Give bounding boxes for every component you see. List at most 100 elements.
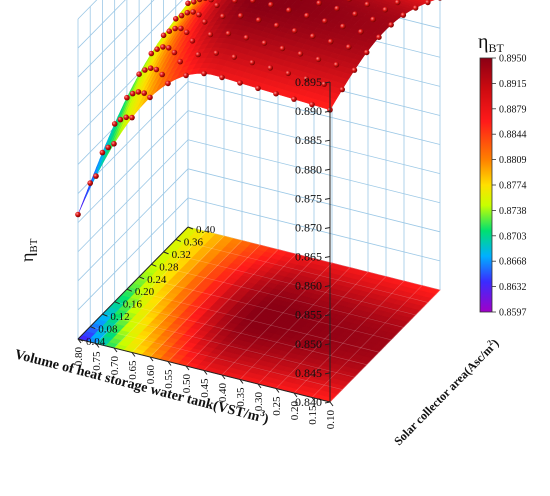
data-point xyxy=(105,144,111,151)
data-point xyxy=(309,101,315,108)
data-point xyxy=(299,0,303,1)
y-axis-line xyxy=(77,226,189,340)
y-tick-label: 0.28 xyxy=(159,261,179,273)
data-point xyxy=(303,75,310,82)
y-tick xyxy=(126,288,133,292)
y-tick-label: 0.40 xyxy=(196,224,216,236)
data-point xyxy=(370,16,376,23)
data-point xyxy=(165,80,171,87)
data-point xyxy=(339,86,346,93)
x-tick-label: 0.45 xyxy=(199,378,211,398)
z-tick-label: 0.880 xyxy=(295,162,322,176)
data-point xyxy=(231,54,237,60)
floor-grid-line xyxy=(221,262,333,376)
data-point xyxy=(190,9,196,15)
data-point xyxy=(232,0,238,4)
data-point xyxy=(315,56,322,63)
x-tick xyxy=(275,388,280,393)
colorbar-tick-label: 0.8844 xyxy=(499,130,527,141)
x-tick xyxy=(203,370,208,375)
colorbar-tick-label: 0.8915 xyxy=(499,79,527,90)
floor-grid-line xyxy=(167,249,279,362)
floor-grid-line xyxy=(90,326,343,390)
y-tick xyxy=(187,226,194,230)
data-point xyxy=(148,50,155,57)
z-tick xyxy=(324,139,331,142)
x-tick xyxy=(95,343,100,348)
data-point xyxy=(141,90,147,96)
z-tick-label: 0.875 xyxy=(295,191,322,205)
colorbar-tick-label: 0.8738 xyxy=(499,206,527,217)
z-tick-label: 0.895 xyxy=(295,75,322,89)
data-point xyxy=(219,74,225,81)
floor-grid-line xyxy=(149,244,261,358)
y-tick xyxy=(138,276,145,280)
floor-grid-line xyxy=(114,301,367,365)
grid-line xyxy=(77,0,183,107)
data-point xyxy=(255,85,261,92)
y-tick xyxy=(90,326,96,330)
grid-line xyxy=(77,197,189,311)
data-point xyxy=(249,59,255,66)
z-axis-label: ηBT xyxy=(17,238,40,262)
data-point xyxy=(87,180,93,186)
data-point xyxy=(203,0,208,1)
data-point xyxy=(117,116,124,123)
x-tick xyxy=(293,392,298,398)
floor-grid-line xyxy=(293,280,405,394)
colorbar-tick-label: 0.8774 xyxy=(499,181,527,192)
data-point xyxy=(160,44,166,50)
grid-line xyxy=(77,0,126,49)
z-tick xyxy=(324,372,331,375)
data-point xyxy=(142,67,148,73)
data-point xyxy=(225,30,232,37)
data-point xyxy=(261,40,268,46)
y-tick xyxy=(114,301,120,305)
y-tick xyxy=(151,263,157,267)
data-point xyxy=(93,173,99,179)
grid-line xyxy=(77,168,189,282)
grid-line xyxy=(77,0,98,20)
data-point xyxy=(124,94,130,101)
z-tick xyxy=(324,226,331,229)
data-point xyxy=(297,51,304,57)
y-tick xyxy=(175,238,181,242)
z-tick-label: 0.870 xyxy=(295,221,322,235)
data-point xyxy=(250,0,256,4)
data-point xyxy=(345,44,352,50)
x-tick xyxy=(149,356,154,362)
floor-grid-line xyxy=(185,253,297,367)
x-tick xyxy=(311,397,316,402)
floor-grid-line xyxy=(329,289,441,403)
floor-grid-line xyxy=(163,251,416,316)
colorbar-title: ηBT xyxy=(478,31,504,55)
x-tick-label: 0.60 xyxy=(145,365,157,385)
data-point xyxy=(195,51,201,58)
data-point xyxy=(196,0,203,3)
y-tick-label: 0.12 xyxy=(110,311,129,323)
data-point xyxy=(123,114,129,121)
data-point xyxy=(208,0,214,3)
data-point xyxy=(207,31,214,38)
data-point xyxy=(268,1,274,8)
data-point xyxy=(412,5,419,11)
data-point xyxy=(363,49,370,56)
x-tick-label: 0.40 xyxy=(217,383,229,403)
x-tick xyxy=(257,383,262,389)
x-tick xyxy=(221,374,226,380)
data-point xyxy=(425,0,431,6)
data-point xyxy=(213,50,219,56)
x-tick-label: 0.10 xyxy=(325,410,337,430)
data-point xyxy=(304,12,310,19)
x-tick-label: 0.30 xyxy=(253,392,265,412)
data-point xyxy=(382,6,389,13)
data-point xyxy=(183,72,189,79)
z-tick xyxy=(324,110,331,113)
data-point xyxy=(136,71,142,77)
floor-grid-line xyxy=(175,239,428,303)
z-tick-label: 0.840 xyxy=(295,395,322,409)
y-tick xyxy=(163,251,169,255)
data-point xyxy=(237,13,244,19)
data-point xyxy=(333,61,340,68)
